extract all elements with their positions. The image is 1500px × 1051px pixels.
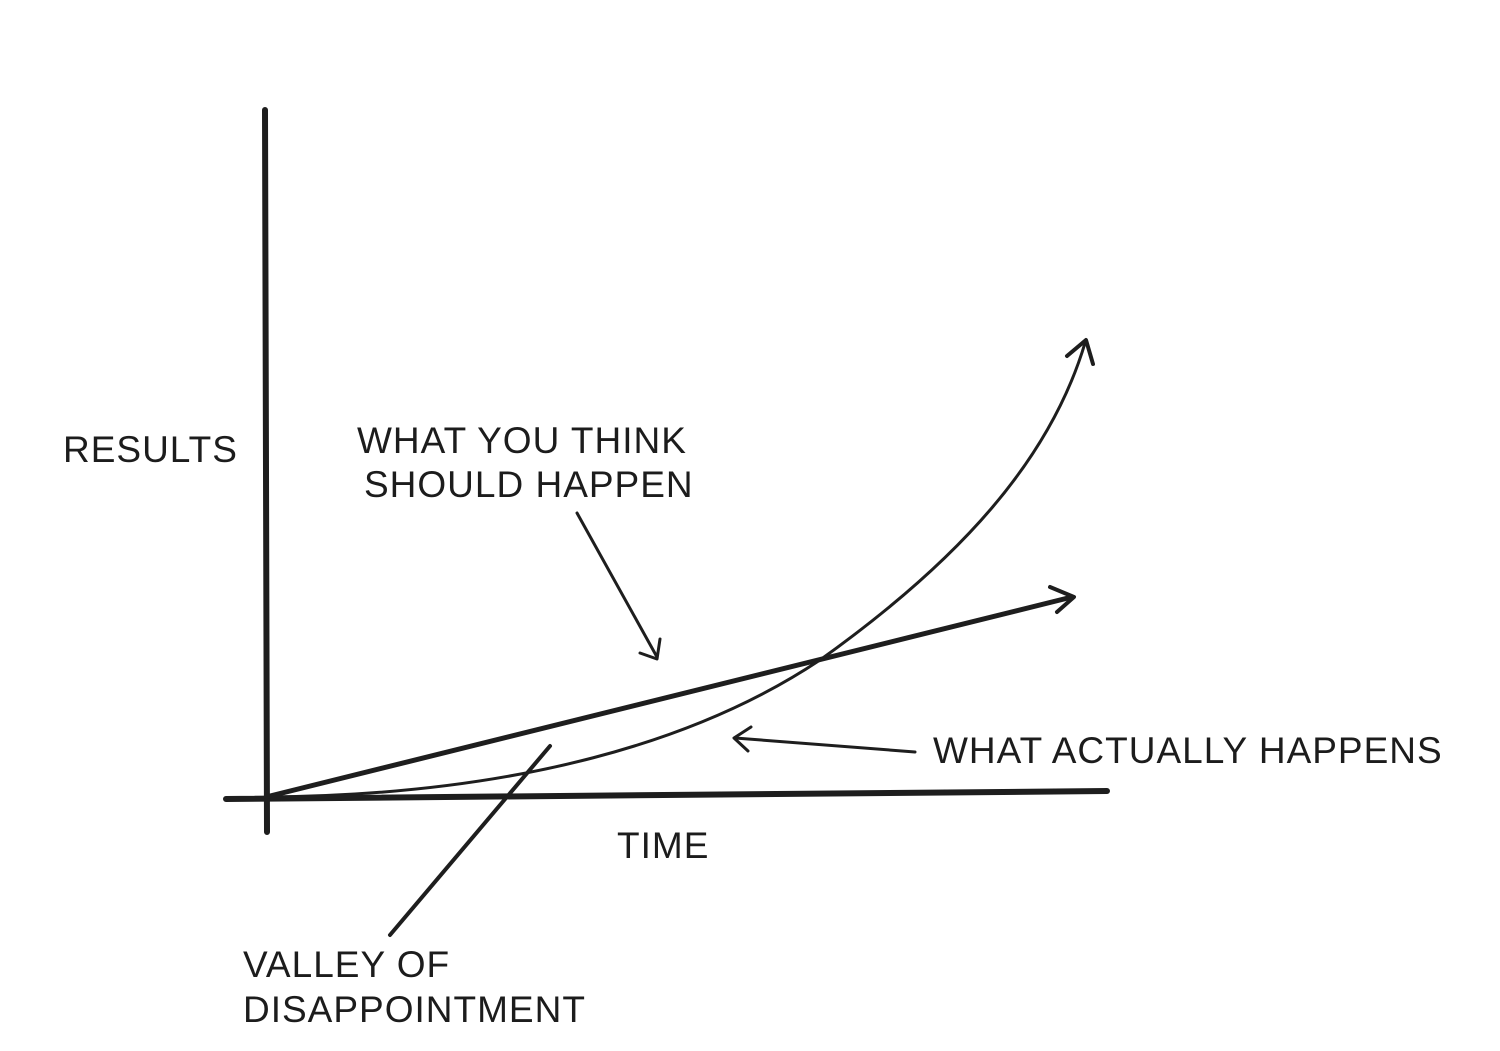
- expected-pointer-arrowhead: [638, 637, 662, 661]
- actual-curve-label: WHAT ACTUALLY HAPPENS: [933, 730, 1443, 771]
- gap-label-line1: VALLEY OF: [243, 944, 451, 985]
- expected-line-label-line1: WHAT YOU THINK: [357, 420, 687, 461]
- expected-pointer-arrow: [575, 511, 659, 659]
- actual-curve: [264, 341, 1087, 799]
- valley-pointer-line: [388, 744, 552, 937]
- y-axis-label: RESULTS: [63, 429, 238, 470]
- gap-label-line2: DISAPPOINTMENT: [243, 989, 586, 1030]
- y-axis: [262, 107, 270, 835]
- expected-line-arrowhead: [1048, 585, 1076, 614]
- actual-pointer-arrowhead: [732, 725, 753, 753]
- actual-curve-arrowhead: [1065, 338, 1095, 366]
- x-axis: [223, 788, 1110, 802]
- expected-line: [263, 594, 1075, 800]
- actual-pointer-arrow: [733, 736, 917, 754]
- expected-line-label-line2: SHOULD HAPPEN: [364, 464, 694, 505]
- x-axis-label: TIME: [617, 825, 710, 866]
